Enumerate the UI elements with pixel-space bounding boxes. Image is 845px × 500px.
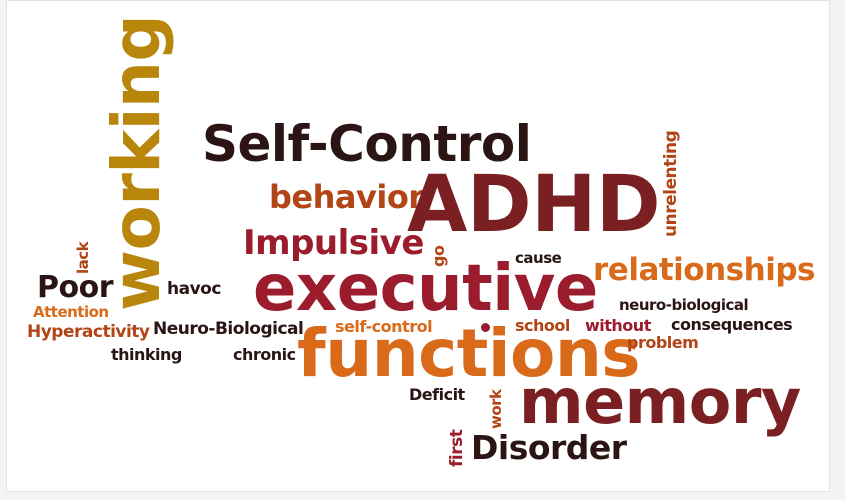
word-problem: problem [627,333,699,352]
word-behavior: behavior [269,178,424,216]
word-thinking: thinking [111,345,182,364]
word-relationships: relationships [593,252,815,288]
word-work: work [487,389,505,429]
word-impulsive: Impulsive [243,223,424,263]
word-first: first [447,429,467,467]
word-poor: Poor [37,270,114,305]
word-deficit: Deficit [409,385,465,404]
word-neuro-biological: neuro-biological [619,296,749,314]
word-executive: executive [253,252,598,326]
word-hyperactivity: Hyperactivity [27,322,150,342]
word-self-control: Self-Control [202,115,532,173]
word-consequences: consequences [671,315,793,334]
word-cause: cause [515,249,562,267]
word-functions: functions [297,315,641,392]
word-unrelenting: unrelenting [661,130,681,237]
word-without: without [585,316,651,335]
word-attention: Attention [33,303,109,321]
word-adhd: ADHD [407,160,661,250]
word-school: school [515,316,570,335]
word-disorder: Disorder [471,428,627,467]
word-neuro-biological-cap: Neuro-Biological [153,319,304,339]
word-memory: memory [519,365,801,438]
dot-mark [481,323,490,332]
word-self-control-small: self-control [335,317,433,336]
word-cloud-card: working Self-Control behavior ADHD unrel… [6,0,830,492]
word-working: working [98,14,175,311]
word-havoc: havoc [167,279,221,299]
word-chronic: chronic [233,345,296,364]
